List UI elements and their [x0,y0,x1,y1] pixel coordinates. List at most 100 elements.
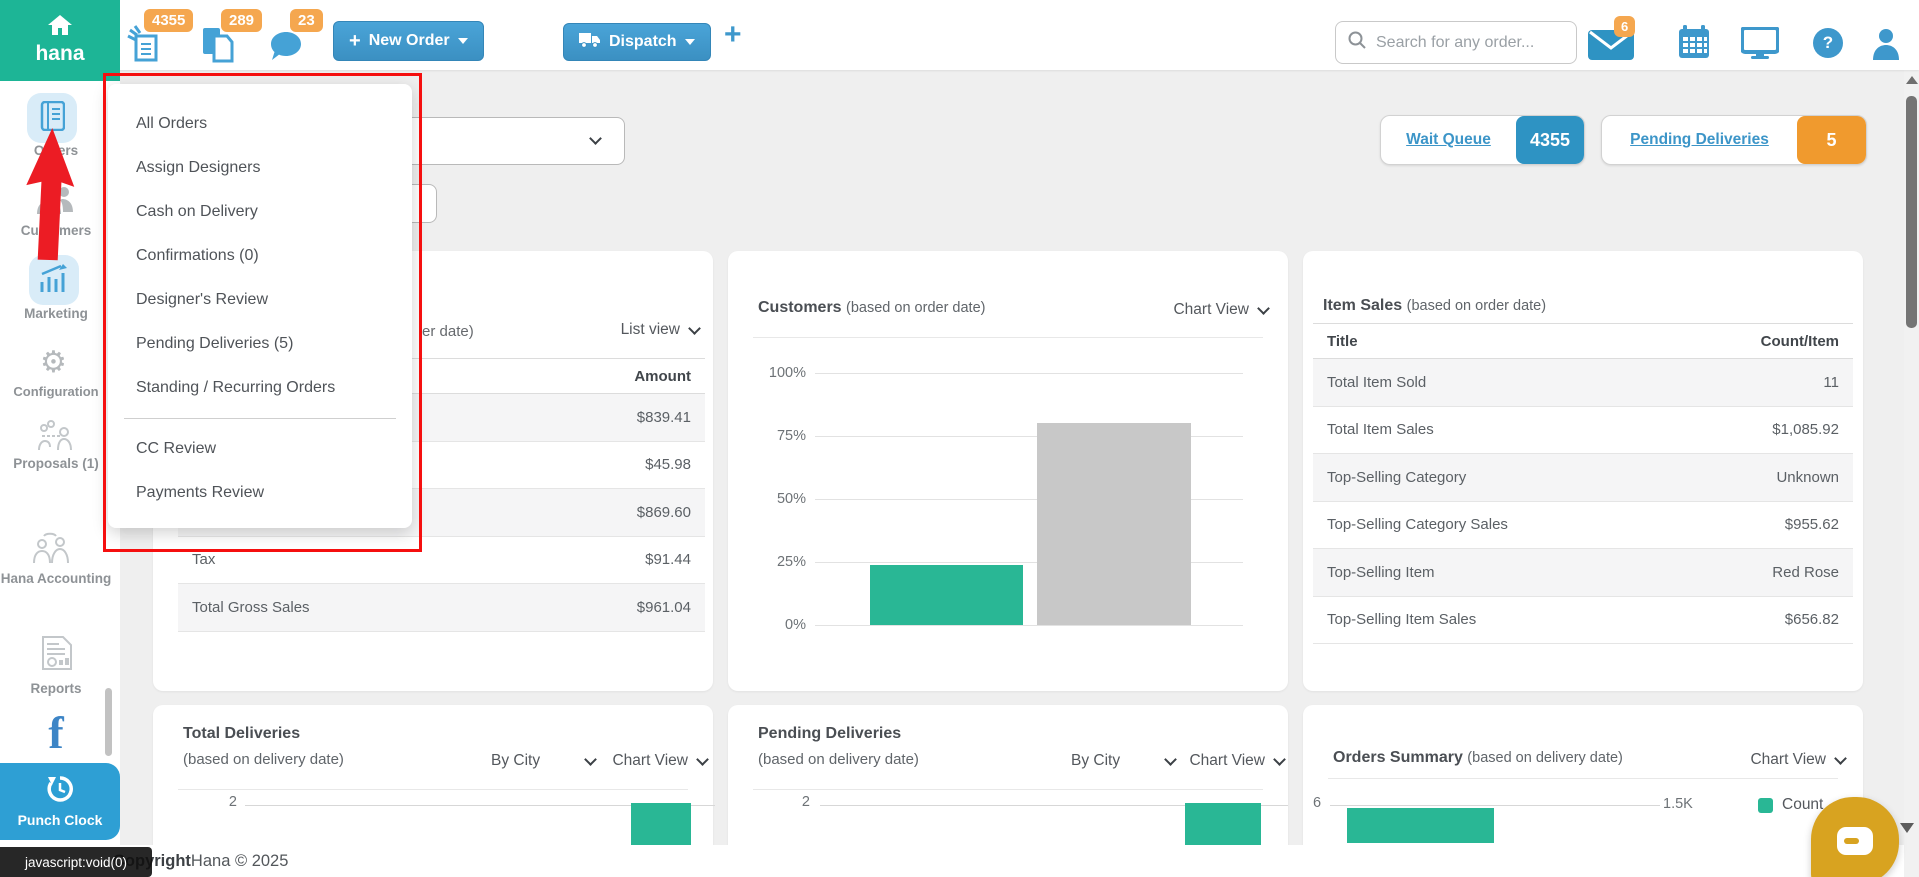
row-label: Total Item Sales [1313,406,1671,454]
row-value: $839.41 [511,393,705,442]
sidebar-item-reports[interactable]: Reports [30,681,82,696]
scrollbar-up-arrow[interactable] [1906,76,1918,84]
chevron-down-icon [589,132,602,145]
sidebar-item-accounting[interactable]: Hana Accounting [0,571,112,586]
item-sales-card-title: Item Sales (based on order date) [1323,297,1547,314]
table-row: Total Item Sales $1,085.92 [1313,406,1853,454]
customers-chart-view-dropdown[interactable]: Chart View [1173,301,1270,319]
sidebar-item-marketing[interactable] [29,255,79,305]
row-value: Unknown [1670,453,1853,502]
add-tab-plus-icon[interactable]: + [724,18,742,51]
menu-item-cc-review[interactable]: CC Review [136,440,217,457]
messages-icon[interactable] [270,31,302,67]
mail-icon[interactable] [1588,30,1634,65]
menu-item-standing-recurring[interactable]: Standing / Recurring Orders [136,379,336,396]
row-label: Top-Selling Item Sales [1313,596,1671,644]
row-label: Total Gross Sales [178,583,512,632]
orders-dropdown-menu: All Orders Assign Designers Cash on Deli… [108,84,412,528]
new-order-label: New Order [368,32,450,49]
sidebar-item-customers[interactable]: Customers [20,223,92,238]
search-input[interactable] [1376,33,1556,52]
pending-deliveries-button[interactable]: Pending Deliveries 5 [1601,115,1867,165]
sidebar-label-orders[interactable]: Orders [33,143,79,158]
user-icon[interactable] [1872,28,1900,65]
y-tick: 2 [228,794,237,810]
facebook-icon[interactable]: f [48,707,64,758]
table-row: Total Item Sold 11 [1313,358,1853,407]
row-value: $869.60 [511,488,705,537]
sidebar-scrollbar[interactable] [105,688,112,756]
orders-queue-badge[interactable]: 4355 [144,9,194,32]
y-tick: 100% [768,365,806,381]
messages-badge[interactable]: 23 [290,9,323,32]
page-scrollbar-thumb[interactable] [1906,96,1917,328]
by-city-label: By City [1071,752,1121,769]
menu-divider [124,418,396,419]
menu-item-pending-deliveries[interactable]: Pending Deliveries (5) [136,335,294,352]
sidebar-item-configuration[interactable]: Configuration [13,384,99,399]
customers-bar-gray[interactable] [1037,423,1191,625]
chart-view-label: Chart View [1189,752,1265,769]
gridline [820,805,1288,806]
punch-clock-label: Punch Clock [17,812,103,828]
row-value: $91.44 [511,536,705,584]
menu-item-all-orders[interactable]: All Orders [136,115,208,132]
monitor-icon[interactable] [1740,26,1780,64]
chevron-down-icon [696,752,709,766]
wait-queue-button[interactable]: Wait Queue 4355 [1380,115,1585,165]
dispatch-label: Dispatch [609,33,677,50]
menu-item-cash-on-delivery[interactable]: Cash on Delivery [136,203,258,220]
proposals-icon [34,420,76,452]
row-value: $955.62 [1670,501,1853,549]
by-city-label: By City [491,752,541,769]
card-divider [753,789,1263,790]
order-search[interactable] [1335,21,1577,64]
sidebar-item-orders[interactable] [27,93,77,143]
table-row: Top-Selling Category Sales $955.62 [1313,501,1853,549]
menu-item-payments-review[interactable]: Payments Review [136,484,265,501]
chevron-down-icon [684,39,695,45]
chevron-down-icon [688,321,701,335]
orders-queue-icon[interactable] [126,24,162,67]
brand-name: hana [35,42,85,65]
menu-item-designers-review[interactable]: Designer's Review [136,291,268,308]
menu-item-assign-designers[interactable]: Assign Designers [136,159,261,176]
pending-deliveries-link[interactable]: Pending Deliveries [1630,131,1769,148]
orders-summary-card: Orders Summary (based on delivery date) … [1303,705,1863,877]
accounting-icon [30,532,72,564]
search-icon [1348,31,1366,54]
orders-summary-count-bar[interactable] [1347,808,1494,843]
punch-clock-button[interactable]: Punch Clock [0,763,120,840]
home-logo[interactable]: hana [0,0,120,81]
chevron-down-icon [1834,751,1847,765]
dispatch-button[interactable]: Dispatch [563,23,711,61]
td-chart-view-dropdown[interactable]: Chart View [612,752,709,770]
copy-orders-icon[interactable] [202,27,234,68]
menu-item-confirmations[interactable]: Confirmations (0) [136,247,259,264]
row-value: Red Rose [1670,548,1853,597]
customers-bar-green[interactable] [870,564,1023,625]
list-view-dropdown[interactable]: List view [621,321,701,339]
by-city-dropdown[interactable]: By City [491,752,597,770]
new-order-button[interactable]: + New Order [333,21,484,61]
row-value: 11 [1670,358,1853,407]
by-city-dropdown[interactable]: By City [1071,752,1177,770]
scrollbar-down-arrow[interactable] [1900,823,1914,833]
pd-chart-view-dropdown[interactable]: Chart View [1189,752,1286,770]
wait-queue-link[interactable]: Wait Queue [1406,131,1491,148]
y-tick: 25% [776,554,806,570]
row-value: $656.82 [1670,596,1853,644]
calendar-icon[interactable] [1678,25,1710,64]
os-chart-view-dropdown[interactable]: Chart View [1750,751,1847,769]
sidebar-label-marketing[interactable]: Marketing [24,306,88,321]
help-icon[interactable]: ? [1813,28,1843,58]
gridline [245,805,715,806]
item-sales-col-title: Title [1313,323,1671,359]
copy-orders-badge[interactable]: 289 [221,9,263,32]
customers-card-title: Customers (based on order date) [758,299,986,316]
card-divider [753,337,1263,338]
wait-queue-count: 4355 [1516,116,1584,164]
sidebar-item-proposals[interactable]: Proposals (1) [13,456,99,471]
chat-fab-button[interactable] [1811,797,1899,877]
